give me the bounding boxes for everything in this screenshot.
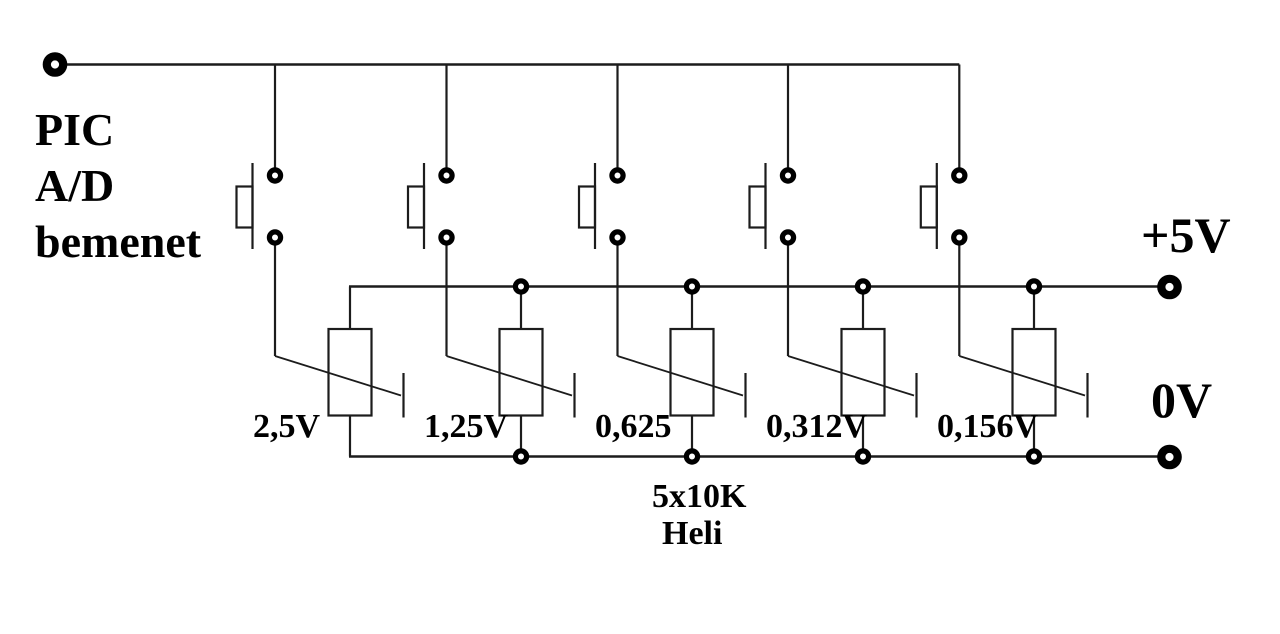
pot-wiper-wire [274, 355, 402, 397]
potentiometer-body-icon [669, 327, 715, 417]
vcc-terminal-icon [1157, 274, 1182, 300]
pushbutton-body-icon [406, 185, 426, 229]
pushbutton-body-icon [577, 185, 597, 229]
pot-value-label-3: 0,625 [595, 408, 672, 445]
channel-1 [235, 64, 405, 457]
pot-wiper-wire [787, 355, 915, 397]
gnd-junction-icon [854, 448, 872, 465]
gnd-junction-icon [683, 448, 701, 465]
button-terminal-bottom-icon [438, 229, 455, 246]
wiring [42, 52, 1182, 470]
button-terminal-top-icon [438, 167, 455, 184]
pot-wiper-wire [446, 355, 573, 397]
gnd-junction-icon [1025, 448, 1043, 465]
button-terminal-bottom-icon [779, 229, 797, 246]
channel-3 [577, 64, 747, 465]
potentiometer-body-icon [327, 327, 373, 417]
pic-ad-input-label: PIC A/D bemenet [35, 104, 202, 267]
vcc-junction-icon [512, 278, 530, 295]
button-terminal-bottom-icon [609, 229, 626, 246]
vcc-rail-label: +5V [1141, 207, 1231, 263]
button-terminal-top-icon [951, 167, 968, 184]
button-terminal-top-icon [779, 167, 797, 184]
vcc-junction-icon [854, 278, 872, 295]
potentiometer-body-icon [1011, 327, 1057, 417]
button-terminal-bottom-icon [266, 229, 284, 246]
vcc-junction-icon [683, 278, 701, 295]
potentiometer-body-icon [840, 327, 886, 417]
channel-5 [919, 64, 1089, 465]
button-terminal-top-icon [266, 167, 284, 184]
caption-author: Heli [662, 515, 723, 552]
pushbutton-body-icon [919, 185, 938, 229]
pot-value-label-2: 1,25V [424, 408, 509, 445]
pot-value-label-4: 0,312V [766, 408, 868, 445]
gnd-junction-icon [512, 448, 530, 465]
channel-4 [748, 64, 918, 465]
pot-value-label-5: 0,156V [937, 408, 1039, 445]
pot-wiper-wire [617, 355, 744, 397]
gnd-terminal-icon [1157, 444, 1182, 470]
vcc-junction-icon [1025, 278, 1043, 295]
caption-part-value: 5x10K [652, 478, 747, 515]
channel-2 [406, 64, 576, 465]
button-terminal-top-icon [609, 167, 626, 184]
pushbutton-body-icon [235, 185, 254, 229]
pot-wiper-wire [959, 355, 1086, 397]
adc-input-terminal-icon [42, 52, 68, 77]
gnd-rail-label: 0V [1151, 372, 1213, 428]
potentiometer-body-icon [498, 327, 544, 417]
pot-value-label-1: 2,5V [253, 408, 321, 445]
button-terminal-bottom-icon [951, 229, 968, 246]
pushbutton-body-icon [748, 185, 767, 229]
